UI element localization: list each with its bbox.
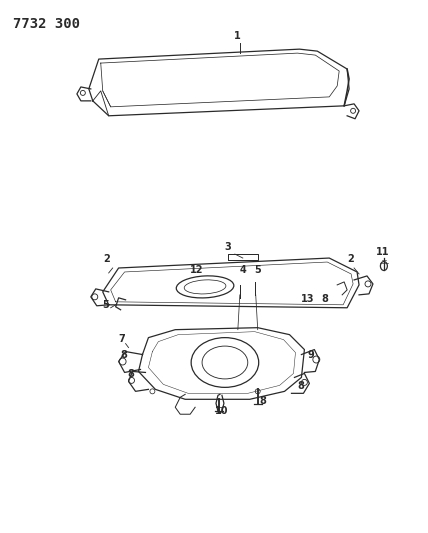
Text: 3: 3 bbox=[225, 242, 231, 252]
Text: 11: 11 bbox=[376, 247, 389, 257]
Text: 2: 2 bbox=[104, 254, 110, 264]
Text: 1: 1 bbox=[234, 31, 240, 41]
Text: 7: 7 bbox=[119, 334, 125, 344]
Text: 4: 4 bbox=[240, 265, 247, 275]
Text: 12: 12 bbox=[190, 265, 204, 275]
Text: 8: 8 bbox=[128, 369, 134, 379]
Text: 8: 8 bbox=[260, 396, 267, 406]
Text: 5: 5 bbox=[103, 300, 110, 310]
Text: 13: 13 bbox=[301, 294, 315, 304]
Text: 8: 8 bbox=[297, 381, 304, 391]
Text: 10: 10 bbox=[215, 406, 229, 416]
Text: 9: 9 bbox=[307, 350, 314, 360]
Text: 7732 300: 7732 300 bbox=[13, 17, 80, 31]
Text: 8: 8 bbox=[321, 294, 328, 304]
Text: 8: 8 bbox=[121, 350, 128, 360]
Text: 2: 2 bbox=[347, 254, 354, 264]
Text: 5: 5 bbox=[255, 265, 262, 275]
